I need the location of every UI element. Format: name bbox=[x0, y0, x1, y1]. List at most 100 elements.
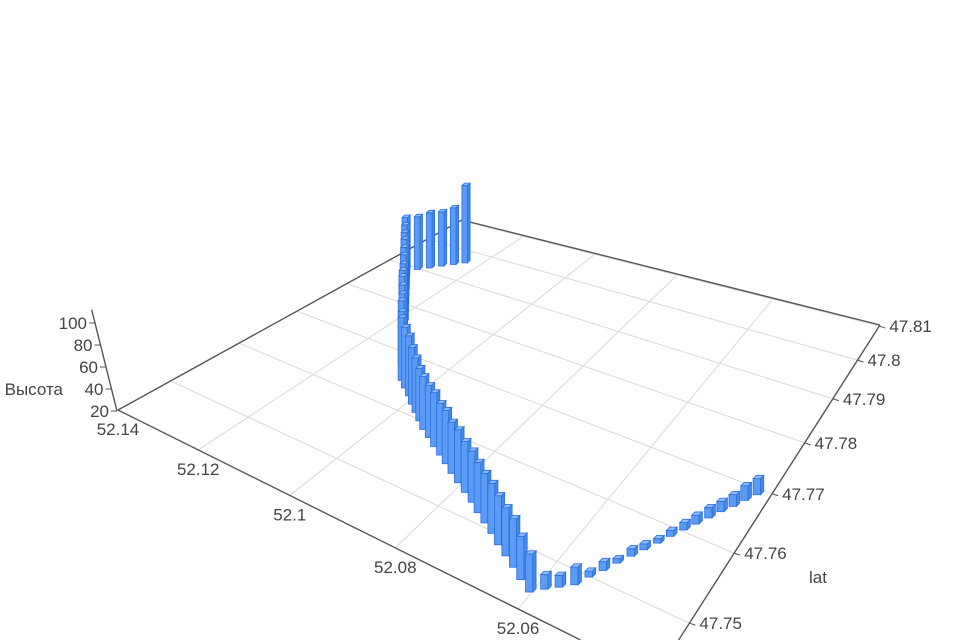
bar-top-face bbox=[703, 503, 717, 509]
bar[interactable] bbox=[598, 557, 611, 572]
bar[interactable] bbox=[437, 208, 448, 267]
lon-axis-line bbox=[117, 409, 581, 640]
bar[interactable] bbox=[413, 213, 424, 271]
z-tick-label: 40 bbox=[85, 380, 104, 399]
back-right-edge bbox=[461, 219, 881, 326]
bar[interactable] bbox=[715, 497, 729, 513]
bar-side-face bbox=[532, 549, 537, 593]
bar-top-face bbox=[397, 297, 408, 302]
bar-top-face bbox=[473, 458, 485, 463]
bar-side-face bbox=[431, 209, 435, 269]
bar[interactable] bbox=[460, 182, 472, 264]
bar-front-face bbox=[494, 495, 502, 546]
bar[interactable] bbox=[638, 539, 652, 551]
bar[interactable] bbox=[626, 544, 639, 558]
bar-top-face bbox=[437, 208, 448, 213]
bar-top-face bbox=[418, 373, 430, 377]
bar-front-face bbox=[612, 558, 621, 564]
bar-top-face bbox=[400, 236, 411, 240]
bar[interactable] bbox=[752, 474, 765, 496]
bar-top-face bbox=[411, 354, 422, 359]
bar[interactable] bbox=[569, 562, 583, 586]
bar-top-face bbox=[400, 222, 411, 226]
bar[interactable] bbox=[678, 518, 692, 531]
bar-top-face bbox=[467, 447, 479, 452]
bar-top-face bbox=[399, 244, 410, 248]
bar-front-face bbox=[509, 518, 518, 568]
lon-gridline bbox=[197, 235, 525, 451]
bar[interactable] bbox=[703, 503, 717, 519]
lat-gridline bbox=[238, 342, 735, 554]
lat-tick-label: 47.77 bbox=[782, 485, 825, 504]
bar-front-face bbox=[716, 501, 725, 513]
bar-front-face bbox=[450, 207, 457, 265]
bar-front-face bbox=[487, 483, 496, 534]
bar-side-face bbox=[419, 213, 423, 271]
bar-front-face bbox=[430, 392, 438, 447]
bar-front-face bbox=[570, 566, 579, 586]
bar-front-face bbox=[728, 494, 737, 507]
z-tick-label: 80 bbox=[74, 336, 93, 355]
bar[interactable] bbox=[652, 534, 666, 545]
bar-top-face bbox=[407, 344, 419, 348]
bar[interactable] bbox=[425, 209, 436, 269]
lon-gridline bbox=[517, 297, 774, 610]
bar[interactable] bbox=[539, 570, 553, 591]
bar[interactable] bbox=[739, 481, 753, 502]
bar-top-face bbox=[413, 213, 424, 218]
bar-front-face bbox=[438, 211, 445, 267]
bar-top-face bbox=[598, 557, 611, 563]
lon-gridline bbox=[394, 273, 679, 549]
lat-tick-mark bbox=[832, 398, 839, 402]
lon-tick-label: 52.08 bbox=[374, 558, 417, 577]
bar-top-face bbox=[429, 389, 441, 394]
bar-front-face bbox=[460, 441, 469, 493]
bar-front-face bbox=[480, 473, 489, 524]
lat-tick-label: 47.75 bbox=[699, 614, 742, 633]
bar-top-face bbox=[665, 526, 678, 531]
bar-front-face bbox=[473, 461, 482, 514]
bar[interactable] bbox=[449, 204, 460, 266]
lat-tick-label: 47.8 bbox=[868, 351, 901, 370]
bar[interactable] bbox=[584, 566, 597, 579]
bar-top-face bbox=[449, 204, 460, 209]
bar-front-face bbox=[626, 548, 635, 557]
bar-top-face bbox=[400, 229, 411, 234]
bar-top-face bbox=[435, 400, 447, 404]
bar-side-face bbox=[455, 204, 460, 266]
bar-front-face bbox=[653, 538, 662, 544]
bar-top-face bbox=[626, 545, 639, 550]
lat-tick-mark bbox=[879, 325, 886, 329]
bar-top-face bbox=[524, 550, 538, 555]
bar-top-face bbox=[493, 492, 506, 497]
bar-top-face bbox=[397, 308, 409, 312]
bar-top-face bbox=[715, 497, 729, 502]
z-axis: 20 40 60 80 100 bbox=[59, 309, 118, 421]
bar-top-face bbox=[554, 571, 567, 576]
bar[interactable] bbox=[690, 510, 704, 526]
bar-top-face bbox=[500, 504, 514, 509]
lat-tick-label: 47.76 bbox=[744, 544, 787, 563]
bar[interactable] bbox=[554, 571, 567, 589]
bar-top-face bbox=[441, 407, 453, 411]
lat-axis-line bbox=[678, 324, 881, 640]
bar-front-face bbox=[665, 530, 675, 537]
bar-top-face bbox=[404, 332, 416, 337]
bar-front-face bbox=[639, 543, 648, 551]
lat-tick-mark bbox=[804, 442, 811, 446]
lat-gridline bbox=[346, 283, 805, 444]
lat-gridline bbox=[389, 259, 833, 400]
bar-top-face bbox=[397, 314, 408, 319]
bar-side-face bbox=[467, 182, 471, 264]
bar-front-face bbox=[525, 553, 534, 593]
z-tick-label: 60 bbox=[79, 358, 98, 377]
bar-top-face bbox=[486, 479, 499, 484]
bar[interactable] bbox=[665, 526, 678, 538]
bar[interactable] bbox=[728, 490, 741, 508]
lat-tick-mark bbox=[857, 359, 864, 363]
bar[interactable] bbox=[524, 549, 538, 593]
bar[interactable] bbox=[611, 554, 625, 565]
bar-front-face bbox=[752, 478, 761, 496]
bar-top-face bbox=[399, 251, 410, 256]
